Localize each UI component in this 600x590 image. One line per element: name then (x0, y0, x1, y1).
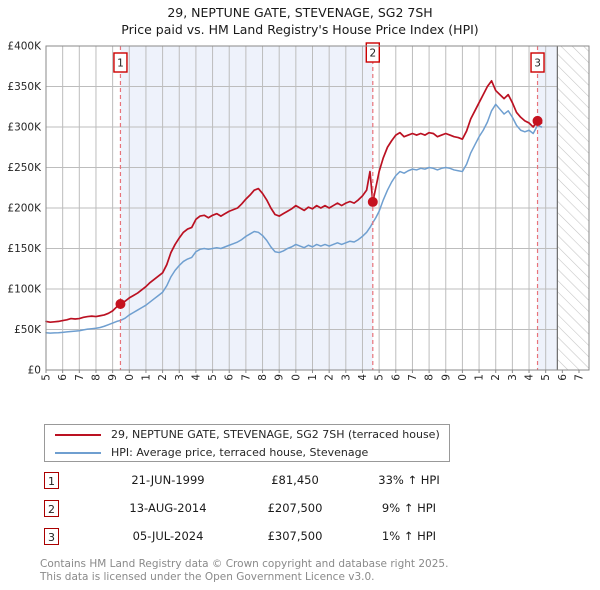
legend-item-hpi: HPI: Average price, terraced house, Stev… (45, 443, 449, 462)
sale-event-label-text: 3 (534, 58, 541, 70)
x-axis-tick-label: 2011 (307, 374, 319, 380)
table-row: 1 21-JUN-1999 £81,450 33% ↑ HPI (44, 470, 464, 498)
sale-index-badge: 3 (44, 528, 59, 545)
sale-index-badge: 2 (44, 500, 59, 517)
sale-price: £307,500 (267, 529, 323, 543)
sale-price: £81,450 (271, 473, 319, 487)
x-axis-tick-label: 1996 (57, 374, 69, 380)
x-axis-labels: 1995 1996 1997 1998 1999 2000 2001 2002 2003 2004… (41, 370, 586, 380)
x-axis-tick-label: 2027 (574, 374, 586, 380)
x-axis-tick-label: 2001 (140, 374, 152, 380)
sale-date: 05-JUL-2024 (132, 529, 204, 543)
sale-event-label-text: 1 (117, 58, 124, 70)
x-axis-tick-label: 2015 (374, 374, 386, 380)
y-axis-tick-label: £200K (7, 203, 42, 215)
x-axis-tick-label: 2009 (274, 374, 286, 380)
x-axis-tick-label: 2004 (190, 374, 202, 380)
x-axis-tick-label: 2020 (457, 374, 469, 380)
y-axis-tick-label: £0 (28, 365, 41, 377)
title-subtitle: Price paid vs. HM Land Registry's House … (121, 22, 479, 37)
sale-event-label-box[interactable] (530, 52, 545, 73)
sales-table: 1 21-JUN-1999 £81,450 33% ↑ HPI 2 13-AUG… (44, 470, 464, 554)
price-history-chart: £0 £50K £100K £150K £200K £250K £300K £350K £400… (0, 40, 600, 380)
x-axis-tick-label: 2017 (407, 374, 419, 380)
sale-price: £207,500 (267, 501, 323, 515)
x-axis-tick-label: 2026 (557, 374, 569, 380)
series-lines (45, 79, 543, 334)
y-axis-tick-label: £300K (7, 122, 42, 134)
x-axis-tick-label: 2024 (524, 374, 536, 380)
y-axis-tick-label: £250K (7, 162, 42, 174)
table-row: 3 05-JUL-2024 £307,500 1% ↑ HPI (44, 526, 464, 554)
legend-swatch-property-icon (55, 433, 101, 436)
x-axis-tick-label: 1995 (41, 374, 53, 380)
attribution-footer: Contains HM Land Registry data © Crown c… (40, 558, 580, 583)
x-axis-tick-label: 2010 (290, 374, 302, 380)
sale-hpi-delta: 1% ↑ HPI (381, 529, 437, 543)
grid-lines (45, 45, 589, 371)
sale-hpi-delta: 33% ↑ HPI (378, 473, 440, 487)
forecast-hatch-region (556, 46, 589, 370)
x-axis-tick-label: 2016 (390, 374, 402, 380)
y-axis-labels: £0 £50K £100K £150K £200K £250K £300K £350K £400… (7, 41, 42, 377)
y-axis-tick-label: £100K (7, 284, 42, 296)
x-axis-tick-label: 2002 (157, 374, 169, 380)
x-axis-tick-label: 2005 (207, 374, 219, 380)
series-line-property (45, 79, 543, 324)
x-axis-tick-label: 2007 (240, 374, 252, 380)
x-axis-tick-label: 2003 (174, 374, 186, 380)
sale-event-label-box[interactable] (365, 42, 380, 63)
title-address: 29, NEPTUNE GATE, STEVENAGE, SG2 7SH (167, 5, 433, 20)
x-axis-tick-label: 2014 (357, 374, 369, 380)
sale-event-marker[interactable] (115, 299, 126, 310)
x-axis-tick-label: 2018 (424, 374, 436, 380)
sale-date: 13-AUG-2014 (129, 501, 207, 515)
chart-canvas: £0 £50K £100K £150K £200K £250K £300K £350K £400… (7, 41, 590, 380)
x-axis-tick-label: 1999 (107, 374, 119, 380)
page-title: 29, NEPTUNE GATE, STEVENAGE, SG2 7SH Pri… (0, 4, 600, 38)
legend-label-property: 29, NEPTUNE GATE, STEVENAGE, SG2 7SH (te… (111, 428, 440, 441)
x-axis-tick-label: 2025 (540, 374, 552, 380)
sale-event-marker[interactable] (367, 196, 378, 207)
y-axis-tick-label: £400K (7, 41, 42, 53)
table-row: 2 13-AUG-2014 £207,500 9% ↑ HPI (44, 498, 464, 526)
legend-swatch-hpi-icon (55, 451, 101, 454)
footer-line-licence: This data is licensed under the Open Gov… (40, 570, 375, 583)
sale-index-badge: 1 (44, 472, 59, 489)
legend-label-hpi: HPI: Average price, terraced house, Stev… (111, 446, 369, 459)
x-axis-tick-label: 1998 (90, 374, 102, 380)
sale-date: 21-JUN-1999 (131, 473, 205, 487)
y-axis-tick-label: £50K (14, 324, 42, 336)
y-axis-tick-label: £350K (7, 81, 42, 93)
x-axis-tick-label: 2023 (507, 374, 519, 380)
series-line-hpi (45, 103, 543, 334)
plot-frame (45, 45, 590, 371)
x-axis-tick-label: 2022 (490, 374, 502, 380)
sale-hpi-delta: 9% ↑ HPI (381, 501, 437, 515)
x-axis-tick-label: 2000 (124, 374, 136, 380)
legend-item-property: 29, NEPTUNE GATE, STEVENAGE, SG2 7SH (te… (45, 425, 449, 444)
x-axis-tick-label: 2012 (324, 374, 336, 380)
x-axis-tick-label: 2013 (340, 374, 352, 380)
footer-line-copyright: Contains HM Land Registry data © Crown c… (40, 558, 449, 570)
sale-event-lines (119, 46, 539, 370)
x-axis-tick-label: 2006 (224, 374, 236, 380)
x-axis-tick-label: 2019 (440, 374, 452, 380)
sale-event-labels: 1 2 3 (113, 42, 545, 73)
sale-event-label-text: 2 (369, 48, 376, 60)
x-axis-tick-label: 2021 (474, 374, 486, 380)
y-axis-tick-label: £150K (7, 243, 42, 255)
sale-event-marker[interactable] (532, 115, 543, 126)
forecast-region (557, 46, 589, 370)
x-axis-tick-label: 1997 (74, 374, 86, 380)
x-axis-tick-label: 2008 (257, 374, 269, 380)
sale-event-markers (115, 115, 543, 310)
sale-event-label-box[interactable] (113, 52, 128, 73)
chart-legend: 29, NEPTUNE GATE, STEVENAGE, SG2 7SH (te… (44, 424, 450, 462)
